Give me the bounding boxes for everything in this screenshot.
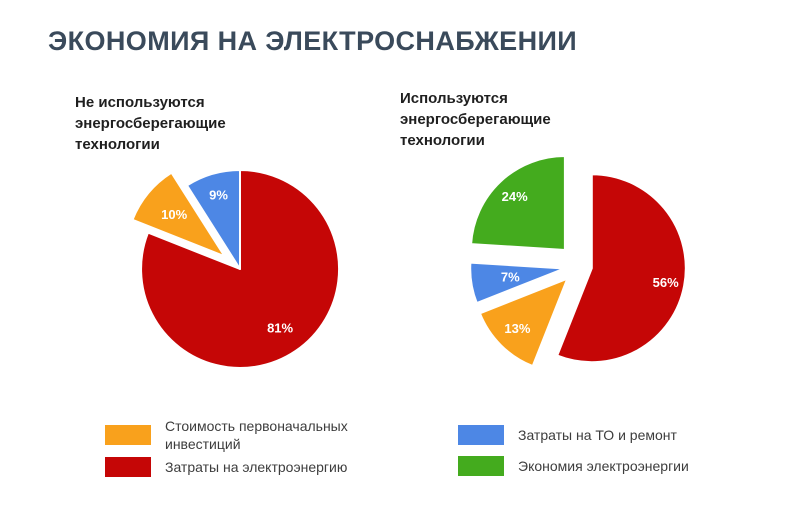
pie-chart-without-energy-saving: 81% 10% 9%	[131, 169, 341, 369]
pie-slice	[470, 155, 566, 251]
legend-right: Затраты на ТО и ремонт Экономия электроэ…	[458, 425, 689, 476]
pie-slice-label: 10%	[161, 207, 187, 222]
pie-slice	[478, 277, 569, 368]
pie-slice-label: 24%	[502, 189, 528, 204]
pie-slice-label: 81%	[267, 321, 293, 336]
legend-label-electricity-costs: Затраты на электроэнергию	[165, 459, 348, 475]
pie-slice	[469, 261, 566, 305]
legend-label-maintenance-costs: Затраты на ТО и ремонт	[518, 427, 677, 443]
legend-item-energy-savings: Экономия электроэнергии	[458, 456, 689, 476]
chart-right-subtitle: Используются энергосберегающие технологи…	[400, 90, 551, 149]
pie-slice-label: 9%	[209, 187, 228, 202]
legend-swatch-red	[105, 457, 151, 477]
legend-label-initial-investments: Стоимость первоначальных инвестиций	[165, 418, 348, 452]
pie-chart-with-energy-saving: 56% 13% 7% 24%	[469, 155, 687, 368]
legend-label-energy-savings: Экономия электроэнергии	[518, 458, 689, 474]
pie-slice-label: 13%	[504, 321, 530, 336]
legend-swatch-green	[458, 456, 504, 476]
chart-left-subtitle: Не используются энергосберегающие технол…	[75, 94, 226, 153]
legend-swatch-blue	[458, 425, 504, 445]
legend-item-initial-investments: Стоимость первоначальных инвестиций	[105, 417, 370, 453]
page-title: ЭКОНОМИЯ НА ЭЛЕКТРОСНАБЖЕНИИ	[48, 26, 578, 56]
pie-slice	[131, 171, 226, 258]
pie-slice	[186, 169, 241, 270]
legend-item-electricity-costs: Затраты на электроэнергию	[105, 457, 370, 477]
pie-slice-label: 56%	[653, 275, 679, 290]
pie-slice	[556, 173, 687, 364]
legend-left: Стоимость первоначальных инвестиций Затр…	[105, 417, 370, 477]
legend-swatch-orange	[105, 425, 151, 445]
legend-item-maintenance-costs: Затраты на ТО и ремонт	[458, 425, 689, 445]
pie-slice-label: 7%	[501, 270, 520, 285]
